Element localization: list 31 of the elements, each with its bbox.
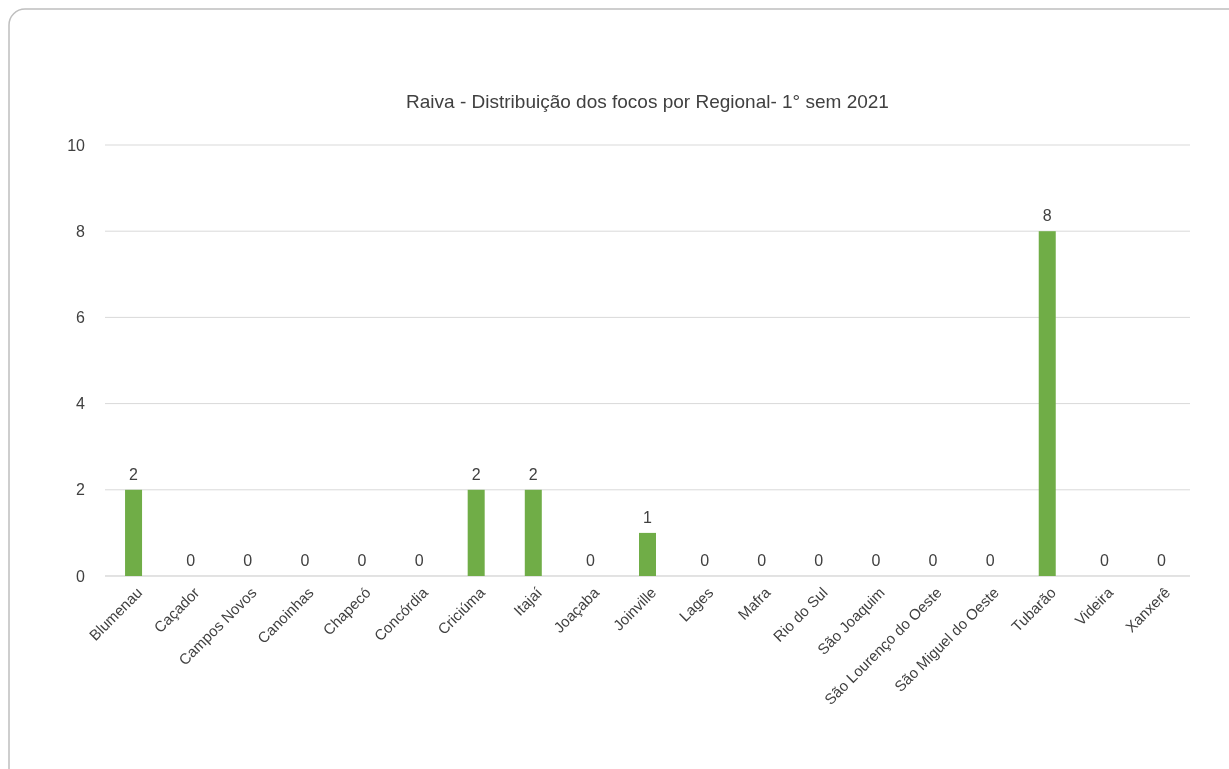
y-tick-label: 0	[76, 567, 86, 585]
data-label: 2	[471, 465, 481, 483]
data-label: 0	[757, 552, 767, 569]
bar	[524, 489, 542, 576]
y-tick-label: 6	[76, 309, 86, 326]
data-label: 0	[985, 552, 995, 569]
bar	[639, 532, 656, 576]
data-label: 2	[129, 465, 139, 483]
bar	[467, 489, 485, 576]
data-label: 0	[357, 552, 367, 569]
bar	[125, 489, 143, 576]
y-tick-label: 8	[76, 222, 86, 240]
data-label: 0	[814, 552, 824, 569]
chart-title: Raiva - Distribuição dos focos por Regional- 1° sem 2021	[406, 91, 889, 112]
data-label: 1	[643, 508, 653, 526]
bar	[1038, 231, 1056, 576]
y-tick-label: 4	[76, 395, 86, 413]
data-label: 8	[1042, 207, 1052, 225]
y-tick-label: 10	[67, 136, 86, 154]
data-label: 0	[300, 552, 310, 569]
data-label: 0	[585, 552, 595, 569]
data-label: 0	[700, 552, 710, 569]
data-label: 0	[1156, 552, 1166, 569]
y-tick-label: 2	[76, 481, 86, 499]
data-label: 0	[1099, 552, 1109, 569]
data-label: 0	[243, 552, 253, 569]
data-label: 0	[414, 552, 424, 569]
data-label: 0	[186, 552, 196, 569]
data-label: 0	[871, 552, 881, 569]
data-label: 2	[528, 465, 538, 483]
data-label: 0	[928, 552, 938, 569]
